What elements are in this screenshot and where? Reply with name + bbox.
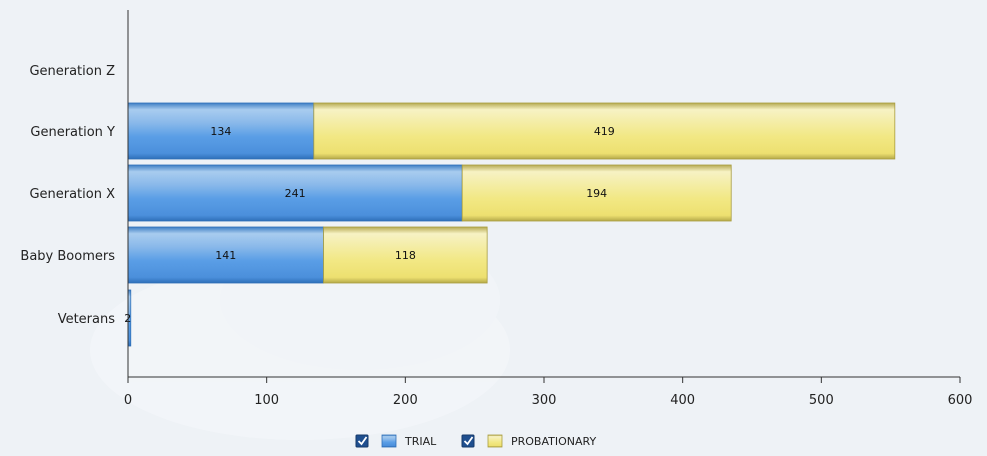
- bar-trial-baby-boomers[interactable]: [127, 226, 324, 284]
- bar-probationary-baby-boomers[interactable]: [323, 226, 488, 284]
- bar-trial-generation-x[interactable]: [127, 164, 463, 222]
- category-label: Generation Y: [30, 125, 115, 140]
- x-tick-label: 100: [254, 393, 279, 408]
- data-label: 419: [594, 125, 615, 138]
- category-label: Generation X: [29, 187, 115, 202]
- x-tick-label: 200: [393, 393, 418, 408]
- x-tick-label: 600: [948, 393, 973, 408]
- legend-label-trial: TRIAL: [404, 435, 437, 448]
- legend-swatch-trial: [381, 434, 397, 448]
- data-label: 241: [285, 187, 306, 200]
- bar-trial-generation-y[interactable]: [127, 102, 315, 160]
- data-label: 134: [210, 125, 231, 138]
- check-icon: [463, 436, 474, 446]
- legend-label-probationary: PROBATIONARY: [511, 435, 596, 448]
- category-label: Baby Boomers: [20, 249, 115, 264]
- category-label: Generation Z: [29, 64, 115, 79]
- bar-probationary-generation-y[interactable]: [313, 102, 896, 160]
- data-label: 118: [395, 249, 416, 262]
- x-tick-label: 500: [809, 393, 834, 408]
- check-icon: [357, 436, 368, 446]
- x-tick-label: 400: [670, 393, 695, 408]
- x-tick-label: 0: [124, 393, 132, 408]
- legend-swatch-probationary: [487, 434, 503, 448]
- data-label: 141: [215, 249, 236, 262]
- x-tick-label: 300: [532, 393, 557, 408]
- category-label: Veterans: [58, 312, 116, 327]
- data-label: 194: [586, 187, 607, 200]
- bar-probationary-generation-x[interactable]: [461, 164, 732, 222]
